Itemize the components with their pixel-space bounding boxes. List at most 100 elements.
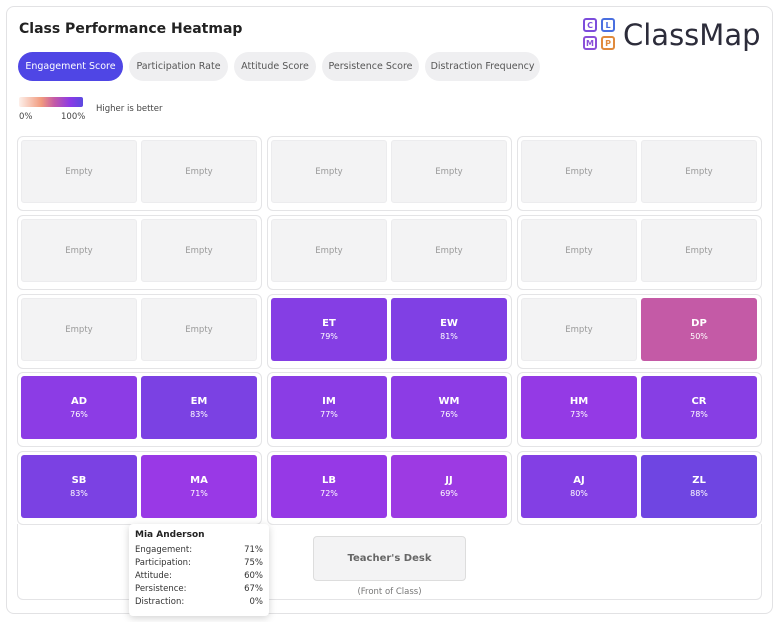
student-score: 77% bbox=[320, 410, 338, 419]
tooltip-label: Distraction: bbox=[135, 597, 185, 607]
logo-letter: M bbox=[583, 36, 597, 50]
logo-letter: L bbox=[601, 18, 615, 32]
student-initials: EM bbox=[190, 396, 208, 407]
student-initials: IM bbox=[322, 396, 336, 407]
student-seat[interactable]: ET 79% bbox=[271, 298, 387, 361]
legend-gradient bbox=[19, 97, 83, 107]
student-seat[interactable]: ZL 88% bbox=[641, 455, 757, 518]
tab[interactable]: Engagement Score bbox=[18, 52, 123, 81]
tab[interactable]: Distraction Frequency bbox=[425, 52, 540, 81]
tooltip-label: Persistence: bbox=[135, 584, 187, 594]
legend-min: 0% bbox=[19, 112, 33, 122]
student-initials: DP bbox=[691, 318, 707, 329]
logo-letter: P bbox=[601, 36, 615, 50]
seat-group bbox=[267, 136, 512, 211]
teacher-desk: Teacher's Desk bbox=[313, 536, 466, 581]
student-initials: WM bbox=[438, 396, 460, 407]
seat-group bbox=[17, 136, 262, 211]
student-initials: MA bbox=[190, 475, 208, 486]
empty-seat: Empty bbox=[641, 219, 757, 282]
student-initials: EW bbox=[440, 318, 458, 329]
tooltip-label: Engagement: bbox=[135, 545, 193, 555]
student-initials: ET bbox=[322, 318, 336, 329]
tooltip-value: 60% bbox=[244, 571, 263, 581]
tooltip-value: 71% bbox=[244, 545, 263, 555]
student-seat[interactable]: CR 78% bbox=[641, 376, 757, 439]
student-initials: AD bbox=[70, 396, 88, 407]
logo-letter: C bbox=[583, 18, 597, 32]
student-score: 80% bbox=[570, 489, 588, 498]
seat-group bbox=[267, 294, 512, 369]
student-score: 81% bbox=[440, 332, 458, 341]
tab[interactable]: Attitude Score bbox=[234, 52, 316, 81]
tooltip-name: Mia Anderson bbox=[135, 530, 205, 540]
student-seat[interactable]: IM 77% bbox=[271, 376, 387, 439]
legend-note: Higher is better bbox=[96, 104, 163, 114]
student-seat[interactable]: EW 81% bbox=[391, 298, 507, 361]
empty-seat: Empty bbox=[21, 298, 137, 361]
student-seat[interactable]: LB 72% bbox=[271, 455, 387, 518]
student-initials: JJ bbox=[445, 475, 453, 486]
student-seat[interactable]: AJ 80% bbox=[521, 455, 637, 518]
student-score: 83% bbox=[70, 489, 88, 498]
empty-seat: Empty bbox=[271, 140, 387, 203]
tab[interactable]: Participation Rate bbox=[129, 52, 228, 81]
student-seat[interactable]: HM 73% bbox=[521, 376, 637, 439]
seat-group bbox=[17, 215, 262, 290]
student-seat[interactable]: SB 83% bbox=[21, 455, 137, 518]
seat-group bbox=[517, 372, 762, 447]
student-seat[interactable]: EM 83% bbox=[141, 376, 257, 439]
title: Class Performance Heatmap bbox=[19, 21, 243, 37]
empty-seat: Empty bbox=[521, 219, 637, 282]
tooltip-value: 67% bbox=[244, 584, 263, 594]
seat-group bbox=[267, 372, 512, 447]
empty-seat: Empty bbox=[141, 219, 257, 282]
student-score: 72% bbox=[320, 489, 338, 498]
student-initials: SB bbox=[71, 475, 87, 486]
student-score: 88% bbox=[690, 489, 708, 498]
empty-seat: Empty bbox=[521, 140, 637, 203]
seat-group bbox=[517, 294, 762, 369]
student-initials: HM bbox=[569, 396, 589, 407]
legend-max: 100% bbox=[61, 112, 86, 122]
student-seat[interactable]: DP 50% bbox=[641, 298, 757, 361]
student-initials: CR bbox=[691, 396, 707, 407]
student-score: 73% bbox=[570, 410, 588, 419]
front-area bbox=[17, 524, 762, 600]
desk-note: (Front of Class) bbox=[357, 587, 422, 597]
student-seat[interactable]: AD 76% bbox=[21, 376, 137, 439]
empty-seat: Empty bbox=[21, 219, 137, 282]
student-score: 50% bbox=[690, 332, 708, 341]
seat-group bbox=[267, 451, 512, 525]
student-score: 79% bbox=[320, 332, 338, 341]
tooltip-value: 0% bbox=[249, 597, 264, 607]
empty-seat: Empty bbox=[21, 140, 137, 203]
seat-group bbox=[267, 215, 512, 290]
student-seat[interactable]: MA 71% bbox=[141, 455, 257, 518]
student-score: 78% bbox=[690, 410, 708, 419]
logo-text: ClassMap bbox=[623, 18, 761, 52]
student-score: 76% bbox=[440, 410, 458, 419]
seat-group bbox=[517, 215, 762, 290]
student-initials: AJ bbox=[573, 475, 585, 486]
student-score: 71% bbox=[190, 489, 208, 498]
tooltip-value: 75% bbox=[244, 558, 263, 568]
tab[interactable]: Persistence Score bbox=[322, 52, 419, 81]
seat-group bbox=[17, 372, 262, 447]
student-score: 76% bbox=[70, 410, 88, 419]
student-initials: ZL bbox=[692, 475, 706, 486]
card bbox=[6, 6, 773, 614]
tooltip-label: Participation: bbox=[135, 558, 191, 568]
empty-seat: Empty bbox=[271, 219, 387, 282]
student-score: 69% bbox=[440, 489, 458, 498]
empty-seat: Empty bbox=[521, 298, 637, 361]
empty-seat: Empty bbox=[641, 140, 757, 203]
student-seat[interactable]: JJ 69% bbox=[391, 455, 507, 518]
student-seat[interactable]: WM 76% bbox=[391, 376, 507, 439]
empty-seat: Empty bbox=[141, 140, 257, 203]
empty-seat: Empty bbox=[391, 219, 507, 282]
seat-group bbox=[517, 451, 762, 525]
empty-seat: Empty bbox=[391, 140, 507, 203]
tooltip-label: Attitude: bbox=[135, 571, 172, 581]
